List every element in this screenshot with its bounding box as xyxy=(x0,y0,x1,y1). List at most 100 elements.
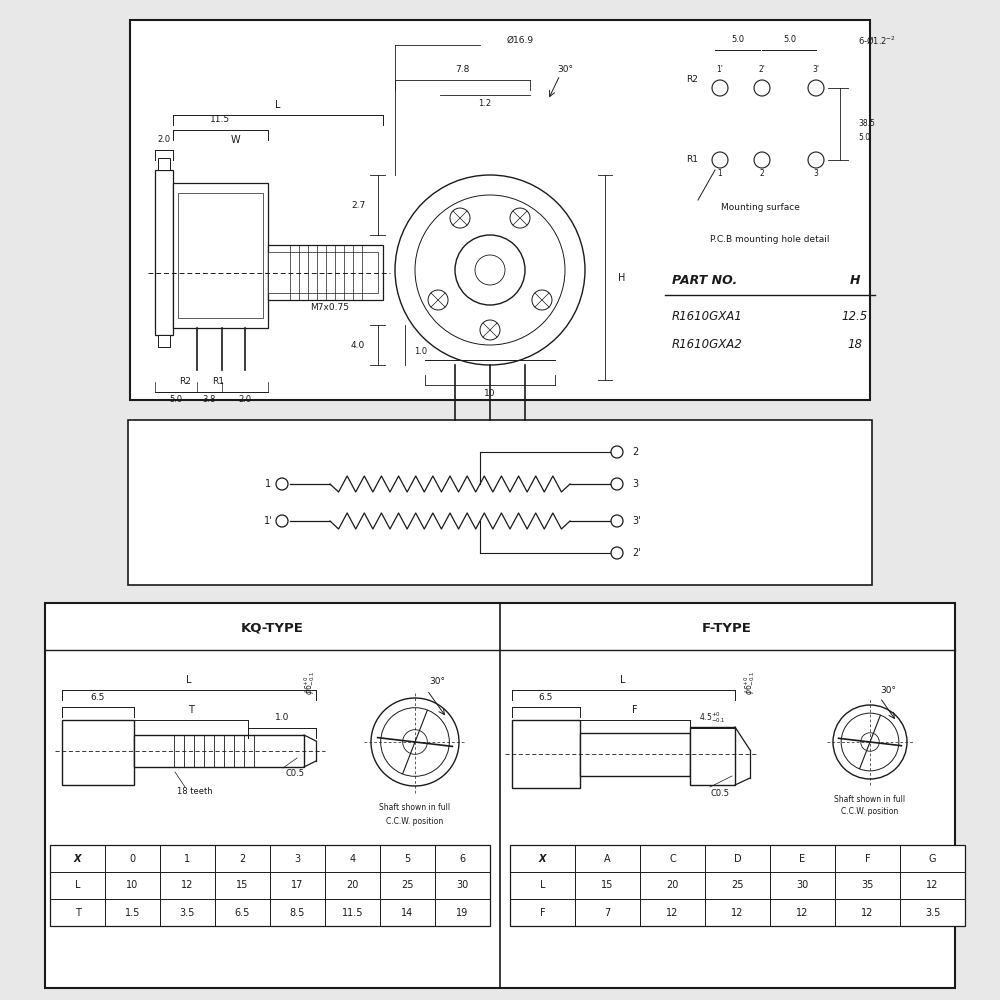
Text: 6: 6 xyxy=(459,854,466,863)
Text: 12: 12 xyxy=(926,880,939,890)
Text: 1.2: 1.2 xyxy=(478,99,492,107)
Text: 11.5: 11.5 xyxy=(210,115,230,124)
Text: R1: R1 xyxy=(686,155,698,164)
Text: 10: 10 xyxy=(484,388,496,397)
Text: 2.7: 2.7 xyxy=(351,200,365,210)
Text: E: E xyxy=(799,854,806,863)
Text: C: C xyxy=(669,854,676,863)
Bar xyxy=(158,335,170,347)
Text: 30: 30 xyxy=(796,880,809,890)
Bar xyxy=(134,735,304,767)
Text: 19: 19 xyxy=(456,908,469,918)
Text: 7: 7 xyxy=(604,908,611,918)
Bar xyxy=(178,193,263,318)
Text: 5.0: 5.0 xyxy=(731,35,745,44)
Text: R2: R2 xyxy=(179,377,191,386)
Text: 18 teeth: 18 teeth xyxy=(177,788,213,796)
Bar xyxy=(512,720,580,788)
Text: 14: 14 xyxy=(401,908,414,918)
Bar xyxy=(128,420,872,585)
Text: 2': 2' xyxy=(632,548,641,558)
Text: 2: 2 xyxy=(239,854,246,863)
Text: D: D xyxy=(734,854,741,863)
Text: Mounting surface: Mounting surface xyxy=(721,202,799,212)
Text: H: H xyxy=(850,273,860,286)
Text: 6.5: 6.5 xyxy=(91,692,105,702)
Text: 25: 25 xyxy=(731,880,744,890)
Text: 4.5$^{+0}_{-0.1}$: 4.5$^{+0}_{-0.1}$ xyxy=(699,711,725,725)
Text: G: G xyxy=(929,854,936,863)
Text: PART NO.: PART NO. xyxy=(672,273,737,286)
Text: A: A xyxy=(604,854,611,863)
Text: 25: 25 xyxy=(401,880,414,890)
Text: 2: 2 xyxy=(760,169,764,178)
Text: F: F xyxy=(540,908,545,918)
Text: W: W xyxy=(230,135,240,145)
Text: M7x0.75: M7x0.75 xyxy=(310,302,350,312)
Text: 1': 1' xyxy=(717,66,723,75)
Text: R1610GXA1: R1610GXA1 xyxy=(672,310,743,322)
Text: 2': 2' xyxy=(759,66,765,75)
Text: 15: 15 xyxy=(601,880,614,890)
Bar xyxy=(268,252,378,293)
Text: 6.5: 6.5 xyxy=(539,692,553,702)
Text: 12: 12 xyxy=(796,908,809,918)
Text: 18: 18 xyxy=(848,338,862,352)
Text: F: F xyxy=(865,854,870,863)
Text: 6.5: 6.5 xyxy=(235,908,250,918)
Bar xyxy=(173,183,268,328)
Text: 3': 3' xyxy=(632,516,641,526)
Text: H: H xyxy=(618,273,626,283)
Text: 20: 20 xyxy=(666,880,679,890)
Bar xyxy=(50,845,490,926)
Text: 5.0: 5.0 xyxy=(169,395,183,404)
Text: 17: 17 xyxy=(291,880,304,890)
Text: 0: 0 xyxy=(129,854,136,863)
Text: 6-Ø1.2$^{-2}$: 6-Ø1.2$^{-2}$ xyxy=(858,34,896,46)
Text: L: L xyxy=(275,100,281,110)
Bar xyxy=(130,20,870,400)
Text: 1.0: 1.0 xyxy=(275,714,289,722)
Text: Shaft shown in full: Shaft shown in full xyxy=(834,794,906,804)
Text: 38.5: 38.5 xyxy=(858,119,875,128)
Text: F: F xyxy=(632,705,638,715)
Text: 30°: 30° xyxy=(429,677,445,686)
Text: 3.5: 3.5 xyxy=(180,908,195,918)
Text: C.C.W. position: C.C.W. position xyxy=(841,808,899,816)
Text: 1: 1 xyxy=(184,854,191,863)
Text: 1.5: 1.5 xyxy=(125,908,140,918)
Text: 5.0: 5.0 xyxy=(783,35,797,44)
Text: L: L xyxy=(75,880,80,890)
Text: $\phi$6$^{+0}_{-0.1}$: $\phi$6$^{+0}_{-0.1}$ xyxy=(743,671,757,695)
Text: 10: 10 xyxy=(126,880,139,890)
Text: L: L xyxy=(620,675,626,685)
Text: 12: 12 xyxy=(181,880,194,890)
Text: 20: 20 xyxy=(346,880,359,890)
Text: 12: 12 xyxy=(731,908,744,918)
Bar xyxy=(510,845,965,926)
Bar xyxy=(62,720,134,785)
Text: 2: 2 xyxy=(632,447,638,457)
Text: F-TYPE: F-TYPE xyxy=(702,621,752,635)
Text: 2.0: 2.0 xyxy=(238,395,252,404)
Text: R1610GXA2: R1610GXA2 xyxy=(672,338,743,352)
Text: $\phi$6$^{+0}_{-0.1}$: $\phi$6$^{+0}_{-0.1}$ xyxy=(303,671,317,695)
Text: P.C.B mounting hole detail: P.C.B mounting hole detail xyxy=(710,235,830,244)
Text: 3: 3 xyxy=(632,479,638,489)
Text: KQ-TYPE: KQ-TYPE xyxy=(241,621,303,635)
Text: 4.0: 4.0 xyxy=(351,340,365,350)
Text: R2: R2 xyxy=(686,76,698,85)
Text: 1': 1' xyxy=(264,516,272,526)
Text: 15: 15 xyxy=(236,880,249,890)
Text: 2.0: 2.0 xyxy=(157,135,171,144)
Text: Ø16.9: Ø16.9 xyxy=(506,35,534,44)
Text: Shaft shown in full: Shaft shown in full xyxy=(379,804,451,812)
Text: T: T xyxy=(188,705,194,715)
Text: 1.0: 1.0 xyxy=(414,348,427,357)
Text: 5: 5 xyxy=(404,854,411,863)
Text: 12: 12 xyxy=(666,908,679,918)
Text: 30°: 30° xyxy=(557,66,573,75)
Text: 3.5: 3.5 xyxy=(925,908,940,918)
Text: C0.5: C0.5 xyxy=(286,768,304,778)
Text: 3: 3 xyxy=(814,169,818,178)
